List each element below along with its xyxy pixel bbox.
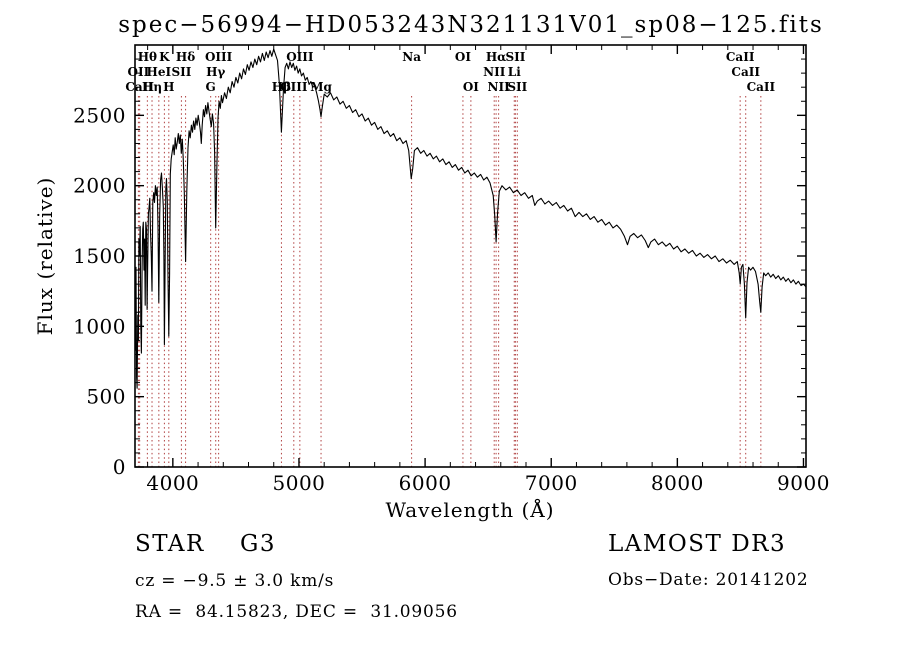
y-axis-label: Flux (relative) [33, 177, 57, 336]
object-class-label: STAR [135, 531, 205, 557]
spectral-line-label: Na [402, 50, 421, 64]
spectral-line-label: Hδ [176, 50, 195, 64]
spectral-line-label: Hη [142, 80, 162, 94]
spectral-line-label: Hβ [272, 80, 291, 94]
y-tick-label: 2000 [73, 174, 126, 198]
x-tick-label: 7000 [525, 471, 578, 495]
spectral-line-label: Hθ [138, 50, 157, 64]
spectral-line-label: SII [505, 50, 525, 64]
spectral-line-label: CaII [747, 80, 776, 94]
spectral-line-label: Li [508, 65, 521, 79]
spectral-line-label: H [163, 80, 174, 94]
spectral-line-label: Hα [486, 50, 507, 64]
x-tick-label: 4000 [146, 471, 199, 495]
spectral-line-label: CaII [731, 65, 760, 79]
x-tick-label: 8000 [651, 471, 704, 495]
spectral-line-label: G [206, 80, 216, 94]
x-tick-label: 9000 [777, 471, 830, 495]
plot-title: spec−56994−HD053243N321131V01_sp08−125.f… [118, 12, 824, 38]
x-axis-label: Wavelength (Å) [385, 497, 554, 522]
obs-date-text: Obs−Date: 20141202 [608, 570, 809, 590]
spectral-line-label: Hγ [206, 65, 225, 79]
y-tick-label: 1000 [73, 314, 126, 338]
spectral-line-label: OI [455, 50, 471, 64]
spectral-line-label: OI [463, 80, 479, 94]
y-tick-label: 0 [113, 455, 126, 479]
y-tick-label: 1500 [73, 244, 126, 268]
spectral-line-label: NII [488, 80, 511, 94]
spectral-line-label: HeI [147, 65, 172, 79]
spectrum-curve [134, 48, 807, 389]
spectral-line-label: OIII [286, 50, 314, 64]
spectral-line-label: SII [507, 80, 527, 94]
spectral-line-label: CaII [726, 50, 755, 64]
spectral-line-label: SII [171, 65, 191, 79]
y-tick-label: 500 [86, 385, 126, 409]
spectral-line-label: NII [483, 65, 506, 79]
object-subclass-label: G3 [240, 531, 276, 557]
spectral-line-label: OIII [280, 80, 308, 94]
y-tick-label: 2500 [73, 103, 126, 127]
spectral-line-label: K [159, 50, 170, 64]
cz-velocity-text: cz = −9.5 ± 3.0 km/s [135, 571, 334, 591]
ra-dec-text: RA = 84.15823, DEC = 31.09056 [135, 602, 458, 622]
x-tick-label: 5000 [273, 471, 326, 495]
spectral-line-label: OII [128, 65, 150, 79]
survey-release-label: LAMOST DR3 [608, 531, 786, 557]
spectral-line-label: OIII [205, 50, 233, 64]
x-tick-label: 6000 [399, 471, 452, 495]
